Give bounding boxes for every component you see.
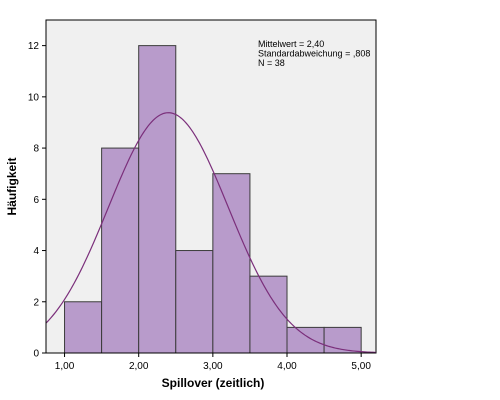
stats-n: N = 38 [258, 58, 285, 68]
stats-mean: Mittelwert = 2,40 [258, 39, 324, 49]
x-tick-label: 1,00 [55, 361, 75, 372]
y-tick-label: 12 [28, 41, 40, 52]
y-tick-label: 4 [33, 246, 39, 257]
x-axis-title: Spillover (zeitlich) [162, 376, 265, 390]
histogram-bar-3 [138, 45, 177, 354]
histogram-bar-6 [249, 275, 288, 354]
histogram-bar-1 [64, 301, 103, 354]
y-tick-label: 0 [33, 349, 39, 360]
histogram-bar-5 [212, 173, 251, 354]
x-ticks-group: 1,00 2,00 3,00 4,00 5,00 [55, 353, 371, 372]
histogram-bar-2 [101, 147, 140, 354]
y-tick-label: 8 [33, 144, 39, 155]
y-ticks-group: 0 2 4 6 8 10 12 [28, 41, 46, 360]
y-tick-label: 10 [28, 92, 40, 103]
x-tick-label: 5,00 [351, 361, 371, 372]
histogram-bar-4 [175, 250, 214, 354]
y-tick-label: 6 [33, 195, 39, 206]
bars-group [64, 45, 362, 354]
stats-std-dev: Standardabweichung = ,808 [258, 49, 370, 59]
y-axis-title: Häufigkeit [5, 157, 19, 215]
x-tick-label: 4,00 [277, 361, 297, 372]
x-tick-label: 2,00 [129, 361, 149, 372]
normal-distribution-curve [45, 112, 377, 354]
x-tick-label: 3,00 [203, 361, 223, 372]
y-tick-label: 2 [33, 297, 39, 308]
histogram-bar-7 [286, 326, 325, 354]
